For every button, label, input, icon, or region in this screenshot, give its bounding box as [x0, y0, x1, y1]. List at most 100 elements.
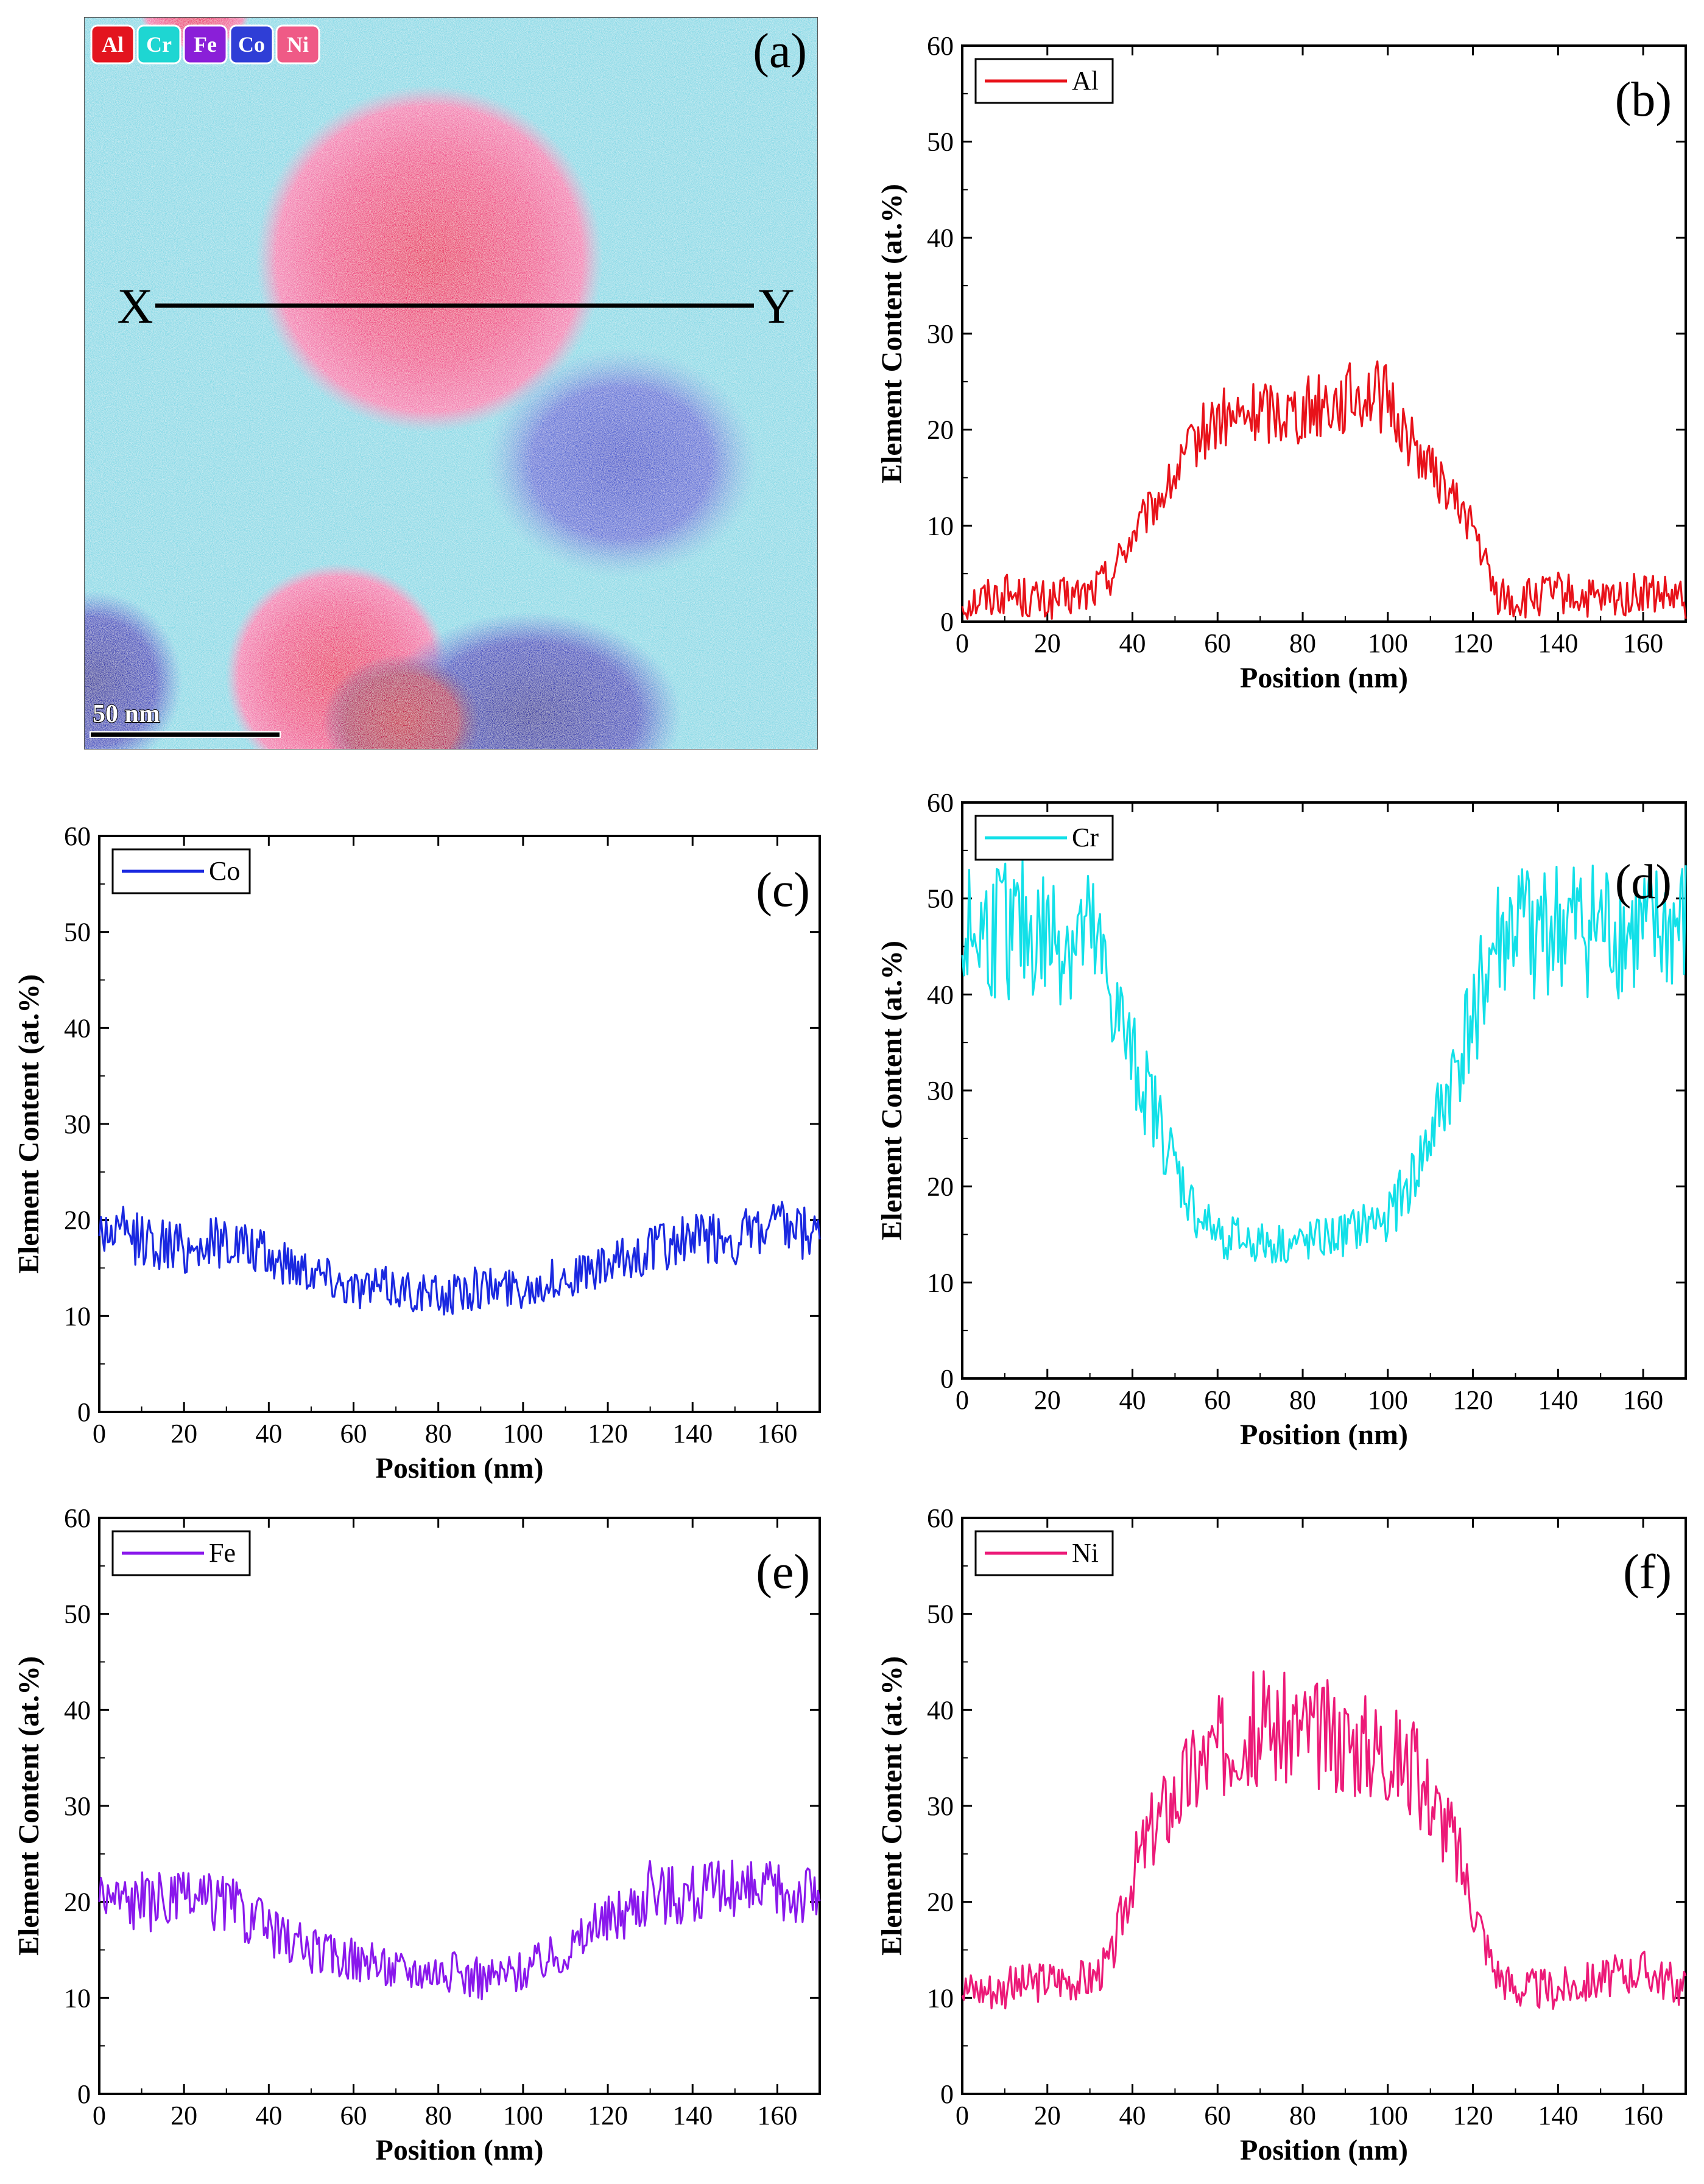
legend: Al: [974, 58, 1114, 104]
y-tick-label: 10: [64, 1301, 91, 1331]
y-tick-label: 50: [64, 918, 91, 947]
x-tick-label: 140: [1538, 628, 1578, 658]
x-tick-label: 20: [1034, 2101, 1061, 2130]
x-tick-label: 100: [503, 1419, 543, 1448]
y-tick-label: 40: [927, 980, 954, 1009]
y-tick-label: 50: [927, 127, 954, 157]
x-tick-label: 40: [1119, 628, 1146, 658]
legend-badge-co: Co: [229, 24, 274, 65]
x-tick-label: 80: [425, 2101, 452, 2130]
x-axis-label: Position (nm): [376, 2134, 544, 2166]
x-tick-label: 80: [425, 1419, 452, 1448]
legend-badge-ni: Ni: [275, 24, 320, 65]
chart-panel-c: 0 20 40 60 80 100 120 140 160 0 10 20 30 40 50 60 Positi…: [13, 821, 821, 1484]
legend-badge-bg: [90, 24, 135, 65]
panel-label-d: (d): [1615, 855, 1672, 909]
x-tick-label: 100: [1368, 628, 1408, 658]
x-tick-label: 140: [672, 1419, 713, 1448]
y-tick-label: 20: [927, 1172, 954, 1202]
legend-badge-fe: Fe: [183, 24, 228, 65]
x-tick-label: 60: [1204, 628, 1231, 658]
x-axis-label: Position (nm): [1240, 662, 1408, 694]
x-tick-label: 60: [340, 1419, 367, 1448]
y-tick-label: 60: [927, 31, 954, 61]
x-tick-label: 120: [1453, 2101, 1493, 2130]
x-tick-label: 60: [1204, 1385, 1231, 1415]
x-tick-label: 40: [1119, 1385, 1146, 1415]
legend: Co: [111, 848, 251, 894]
x-axis-label: Position (nm): [376, 1452, 544, 1484]
legend-label: Ni: [1072, 1538, 1099, 1568]
overlap-region-bottom: [323, 655, 481, 750]
legend-badge-label: Co: [238, 32, 265, 57]
x-tick-label: 20: [1034, 628, 1061, 658]
line-profile-charts: 0 20 40 60 80 100 120 140 1600102030405060Positi…: [13, 31, 1687, 2166]
line-start-label: X: [117, 278, 153, 334]
y-tick-label: 60: [927, 1503, 954, 1533]
y-tick-label: 40: [64, 1013, 91, 1043]
y-tick-label: 0: [77, 2079, 91, 2109]
x-tick-label: 100: [503, 2101, 543, 2130]
y-axis-label: Element Content (at.%): [13, 1656, 45, 1956]
y-tick-label: 40: [927, 1695, 954, 1725]
legend-label: Cr: [1072, 823, 1099, 852]
y-tick-label: 10: [927, 511, 954, 541]
x-tick-label: 160: [757, 2101, 797, 2130]
x-tick-label: 60: [1204, 2101, 1231, 2130]
y-tick-label: 30: [927, 1076, 954, 1106]
y-axis-label: Element Content (at.%): [876, 1656, 908, 1956]
y-tick-label: 60: [64, 821, 91, 851]
panel-label-a: (a): [753, 24, 807, 78]
legend-badge-bg: [183, 24, 228, 65]
legend-badge-bg: [136, 24, 181, 65]
y-tick-label: 0: [940, 607, 954, 637]
y-tick-label: 30: [927, 1791, 954, 1821]
x-tick-label: 80: [1289, 2101, 1316, 2130]
y-tick-label: 10: [927, 1983, 954, 2013]
y-tick-label: 30: [64, 1791, 91, 1821]
x-tick-label: 40: [1119, 2101, 1146, 2130]
panel-label-e: (e): [756, 1545, 810, 1599]
legend-label: Co: [209, 856, 240, 886]
legend-badge-label: Fe: [194, 32, 217, 57]
y-tick-label: 50: [927, 1599, 954, 1629]
y-tick-label: 20: [64, 1206, 91, 1235]
x-tick-label: 140: [1538, 2101, 1578, 2130]
legend-badge-label: Cr: [146, 32, 172, 57]
co-rich-region-left-edge: [84, 591, 183, 750]
data-line-cr: [961, 859, 1687, 1264]
x-tick-label: 160: [1623, 2101, 1663, 2130]
x-tick-label: 0: [93, 2101, 106, 2130]
y-tick-label: 20: [927, 1887, 954, 1917]
scale-bar: [90, 731, 281, 738]
co-rich-region-right: [484, 347, 758, 578]
y-tick-label: 20: [927, 415, 954, 445]
x-tick-label: 0: [956, 2101, 969, 2130]
x-tick-label: 40: [255, 1419, 282, 1448]
eds-map-annotations: Al Cr Fe Co Ni (a) X Y 50 nm: [90, 24, 807, 738]
legend-badge-label: Ni: [287, 32, 309, 57]
y-axis-label: Element Content (at.%): [876, 184, 908, 483]
panel-label-c: (c): [756, 863, 810, 917]
y-tick-label: 60: [927, 788, 954, 818]
x-tick-label: 120: [1453, 1385, 1493, 1415]
plot-frame: [98, 1517, 821, 2095]
plot-frame: [961, 1517, 1687, 2095]
legend-badge-al: Al: [90, 24, 135, 65]
x-tick-label: 40: [255, 2101, 282, 2130]
x-axis-label: Position (nm): [1240, 1419, 1408, 1451]
chart-panel-f: 0 20 40 60 80 100 120 140 160 0 10 20 30 40 50 60 Positi…: [876, 1503, 1687, 2166]
x-tick-label: 140: [1538, 1385, 1578, 1415]
x-tick-label: 0: [956, 1385, 969, 1415]
y-axis-label: Element Content (at.%): [13, 974, 45, 1274]
x-tick-label: 20: [1034, 1385, 1061, 1415]
chart-panel-d: 0 20 40 60 80 100 120 140 160 0 10 20 30 40 50 60 Positi…: [876, 788, 1687, 1451]
x-tick-label: 80: [1289, 628, 1316, 658]
y-tick-label: 0: [77, 1397, 91, 1427]
x-tick-label: 160: [757, 1419, 797, 1448]
plot-frame: [961, 44, 1687, 623]
y-tick-label: 40: [927, 223, 954, 253]
legend-label: Al: [1072, 66, 1099, 96]
chart-panel-e: 0 20 40 60 80 100 120 140 160 0 10 20 30 40 50 60 Positi…: [13, 1503, 821, 2166]
